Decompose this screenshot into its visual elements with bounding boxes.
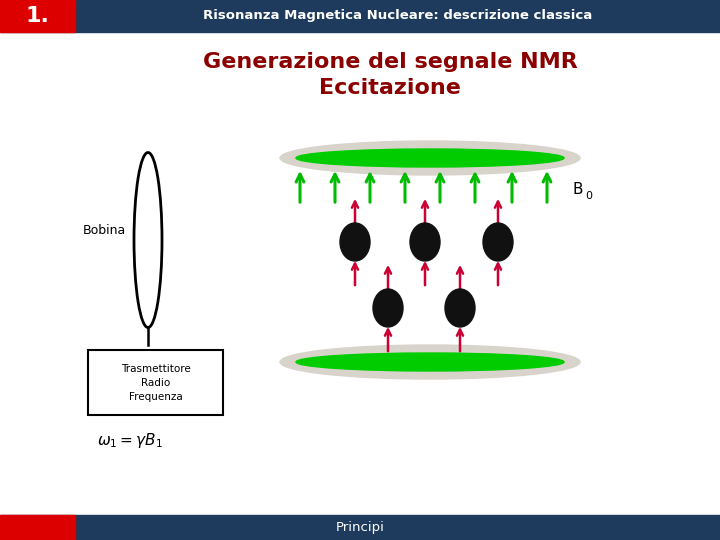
Ellipse shape: [134, 152, 162, 327]
Bar: [0, 0, 75, 32]
Bar: [0, 515, 75, 540]
Ellipse shape: [340, 223, 370, 261]
Text: Trasmettitore
Radio
Frequenza: Trasmettitore Radio Frequenza: [121, 363, 190, 402]
Text: $\omega_1 = \gamma B_1$: $\omega_1 = \gamma B_1$: [97, 430, 163, 449]
Ellipse shape: [280, 345, 580, 379]
Bar: [0, 515, 720, 540]
Ellipse shape: [296, 353, 564, 371]
Ellipse shape: [483, 223, 513, 261]
Ellipse shape: [296, 149, 564, 167]
Ellipse shape: [373, 289, 403, 327]
Ellipse shape: [280, 141, 580, 175]
Ellipse shape: [410, 223, 440, 261]
Text: Principi: Principi: [336, 521, 384, 534]
Ellipse shape: [445, 289, 475, 327]
Bar: [0, 0, 720, 32]
Bar: [88, 350, 223, 415]
Text: 1.: 1.: [26, 6, 50, 26]
Text: B: B: [573, 183, 583, 198]
Text: Generazione del segnale NMR: Generazione del segnale NMR: [202, 52, 577, 72]
Text: Risonanza Magnetica Nucleare: descrizione classica: Risonanza Magnetica Nucleare: descrizion…: [203, 10, 592, 23]
Text: Bobina: Bobina: [83, 224, 126, 237]
Text: 0: 0: [585, 191, 592, 201]
Text: Eccitazione: Eccitazione: [319, 78, 461, 98]
